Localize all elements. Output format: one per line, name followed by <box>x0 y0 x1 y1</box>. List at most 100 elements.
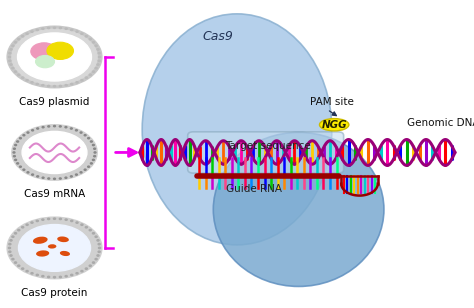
Circle shape <box>47 42 73 59</box>
Circle shape <box>37 128 38 129</box>
Ellipse shape <box>48 244 56 249</box>
Circle shape <box>94 148 96 149</box>
Circle shape <box>27 132 29 133</box>
Circle shape <box>71 128 72 129</box>
Circle shape <box>85 77 87 78</box>
Circle shape <box>15 144 17 146</box>
Text: PAM site: PAM site <box>310 97 354 107</box>
Circle shape <box>18 38 20 40</box>
Circle shape <box>76 31 78 32</box>
Circle shape <box>54 126 55 127</box>
Circle shape <box>54 218 55 219</box>
Circle shape <box>9 52 11 54</box>
Circle shape <box>9 251 11 253</box>
Circle shape <box>22 36 24 37</box>
Circle shape <box>99 247 100 249</box>
Circle shape <box>65 28 67 29</box>
Circle shape <box>32 174 34 175</box>
Circle shape <box>65 85 67 86</box>
Circle shape <box>71 29 73 30</box>
Circle shape <box>80 172 82 173</box>
Circle shape <box>47 218 50 220</box>
Circle shape <box>92 159 94 160</box>
Circle shape <box>84 135 86 136</box>
Ellipse shape <box>33 237 47 244</box>
Circle shape <box>42 85 44 86</box>
Circle shape <box>48 126 50 127</box>
Circle shape <box>65 219 67 220</box>
Circle shape <box>31 31 33 32</box>
Circle shape <box>42 127 44 128</box>
Circle shape <box>92 42 94 43</box>
Circle shape <box>18 229 20 231</box>
Circle shape <box>89 74 91 75</box>
Ellipse shape <box>213 132 384 286</box>
Circle shape <box>19 166 21 167</box>
Circle shape <box>18 265 20 266</box>
Circle shape <box>59 276 62 278</box>
Circle shape <box>94 156 96 157</box>
Circle shape <box>71 176 72 177</box>
Circle shape <box>37 176 38 177</box>
Circle shape <box>98 243 100 245</box>
Circle shape <box>92 262 94 263</box>
Ellipse shape <box>36 250 49 257</box>
Circle shape <box>27 172 29 173</box>
Circle shape <box>26 79 28 81</box>
Circle shape <box>95 258 97 260</box>
Circle shape <box>15 71 17 72</box>
Circle shape <box>10 64 12 65</box>
Circle shape <box>89 229 91 231</box>
Circle shape <box>17 141 18 142</box>
Circle shape <box>32 130 34 131</box>
Circle shape <box>99 56 100 58</box>
Circle shape <box>92 144 94 146</box>
Circle shape <box>47 27 50 29</box>
Circle shape <box>98 60 100 62</box>
Circle shape <box>17 163 18 164</box>
Circle shape <box>71 83 73 85</box>
Circle shape <box>36 220 38 221</box>
Circle shape <box>47 276 50 278</box>
Circle shape <box>95 45 97 47</box>
Ellipse shape <box>60 251 70 256</box>
Ellipse shape <box>319 119 349 131</box>
Circle shape <box>81 224 83 225</box>
Circle shape <box>88 166 90 167</box>
Circle shape <box>9 247 10 249</box>
Circle shape <box>26 33 28 34</box>
Circle shape <box>71 274 73 276</box>
Text: Cas9: Cas9 <box>202 30 234 43</box>
Circle shape <box>85 36 87 37</box>
Circle shape <box>36 83 38 85</box>
Circle shape <box>59 27 62 29</box>
Circle shape <box>12 258 14 260</box>
Circle shape <box>9 56 10 58</box>
Circle shape <box>13 156 15 157</box>
Circle shape <box>81 33 83 34</box>
Circle shape <box>71 220 73 221</box>
Circle shape <box>65 177 67 178</box>
Circle shape <box>22 132 87 173</box>
Circle shape <box>85 227 87 228</box>
Circle shape <box>31 273 33 274</box>
Circle shape <box>19 138 21 139</box>
Circle shape <box>98 251 100 253</box>
Circle shape <box>18 225 91 271</box>
Circle shape <box>92 233 94 234</box>
Circle shape <box>59 126 61 127</box>
Circle shape <box>31 82 33 83</box>
Text: Cas9 protein: Cas9 protein <box>21 288 88 298</box>
Circle shape <box>48 178 50 179</box>
Circle shape <box>76 273 78 274</box>
Text: Genomic DNA: Genomic DNA <box>407 118 474 128</box>
Circle shape <box>59 85 62 87</box>
FancyBboxPatch shape <box>188 132 344 173</box>
Ellipse shape <box>57 237 69 242</box>
Circle shape <box>59 178 61 179</box>
Circle shape <box>26 270 28 272</box>
Ellipse shape <box>142 14 332 245</box>
Circle shape <box>36 29 38 30</box>
Circle shape <box>54 178 55 179</box>
Circle shape <box>31 222 33 223</box>
